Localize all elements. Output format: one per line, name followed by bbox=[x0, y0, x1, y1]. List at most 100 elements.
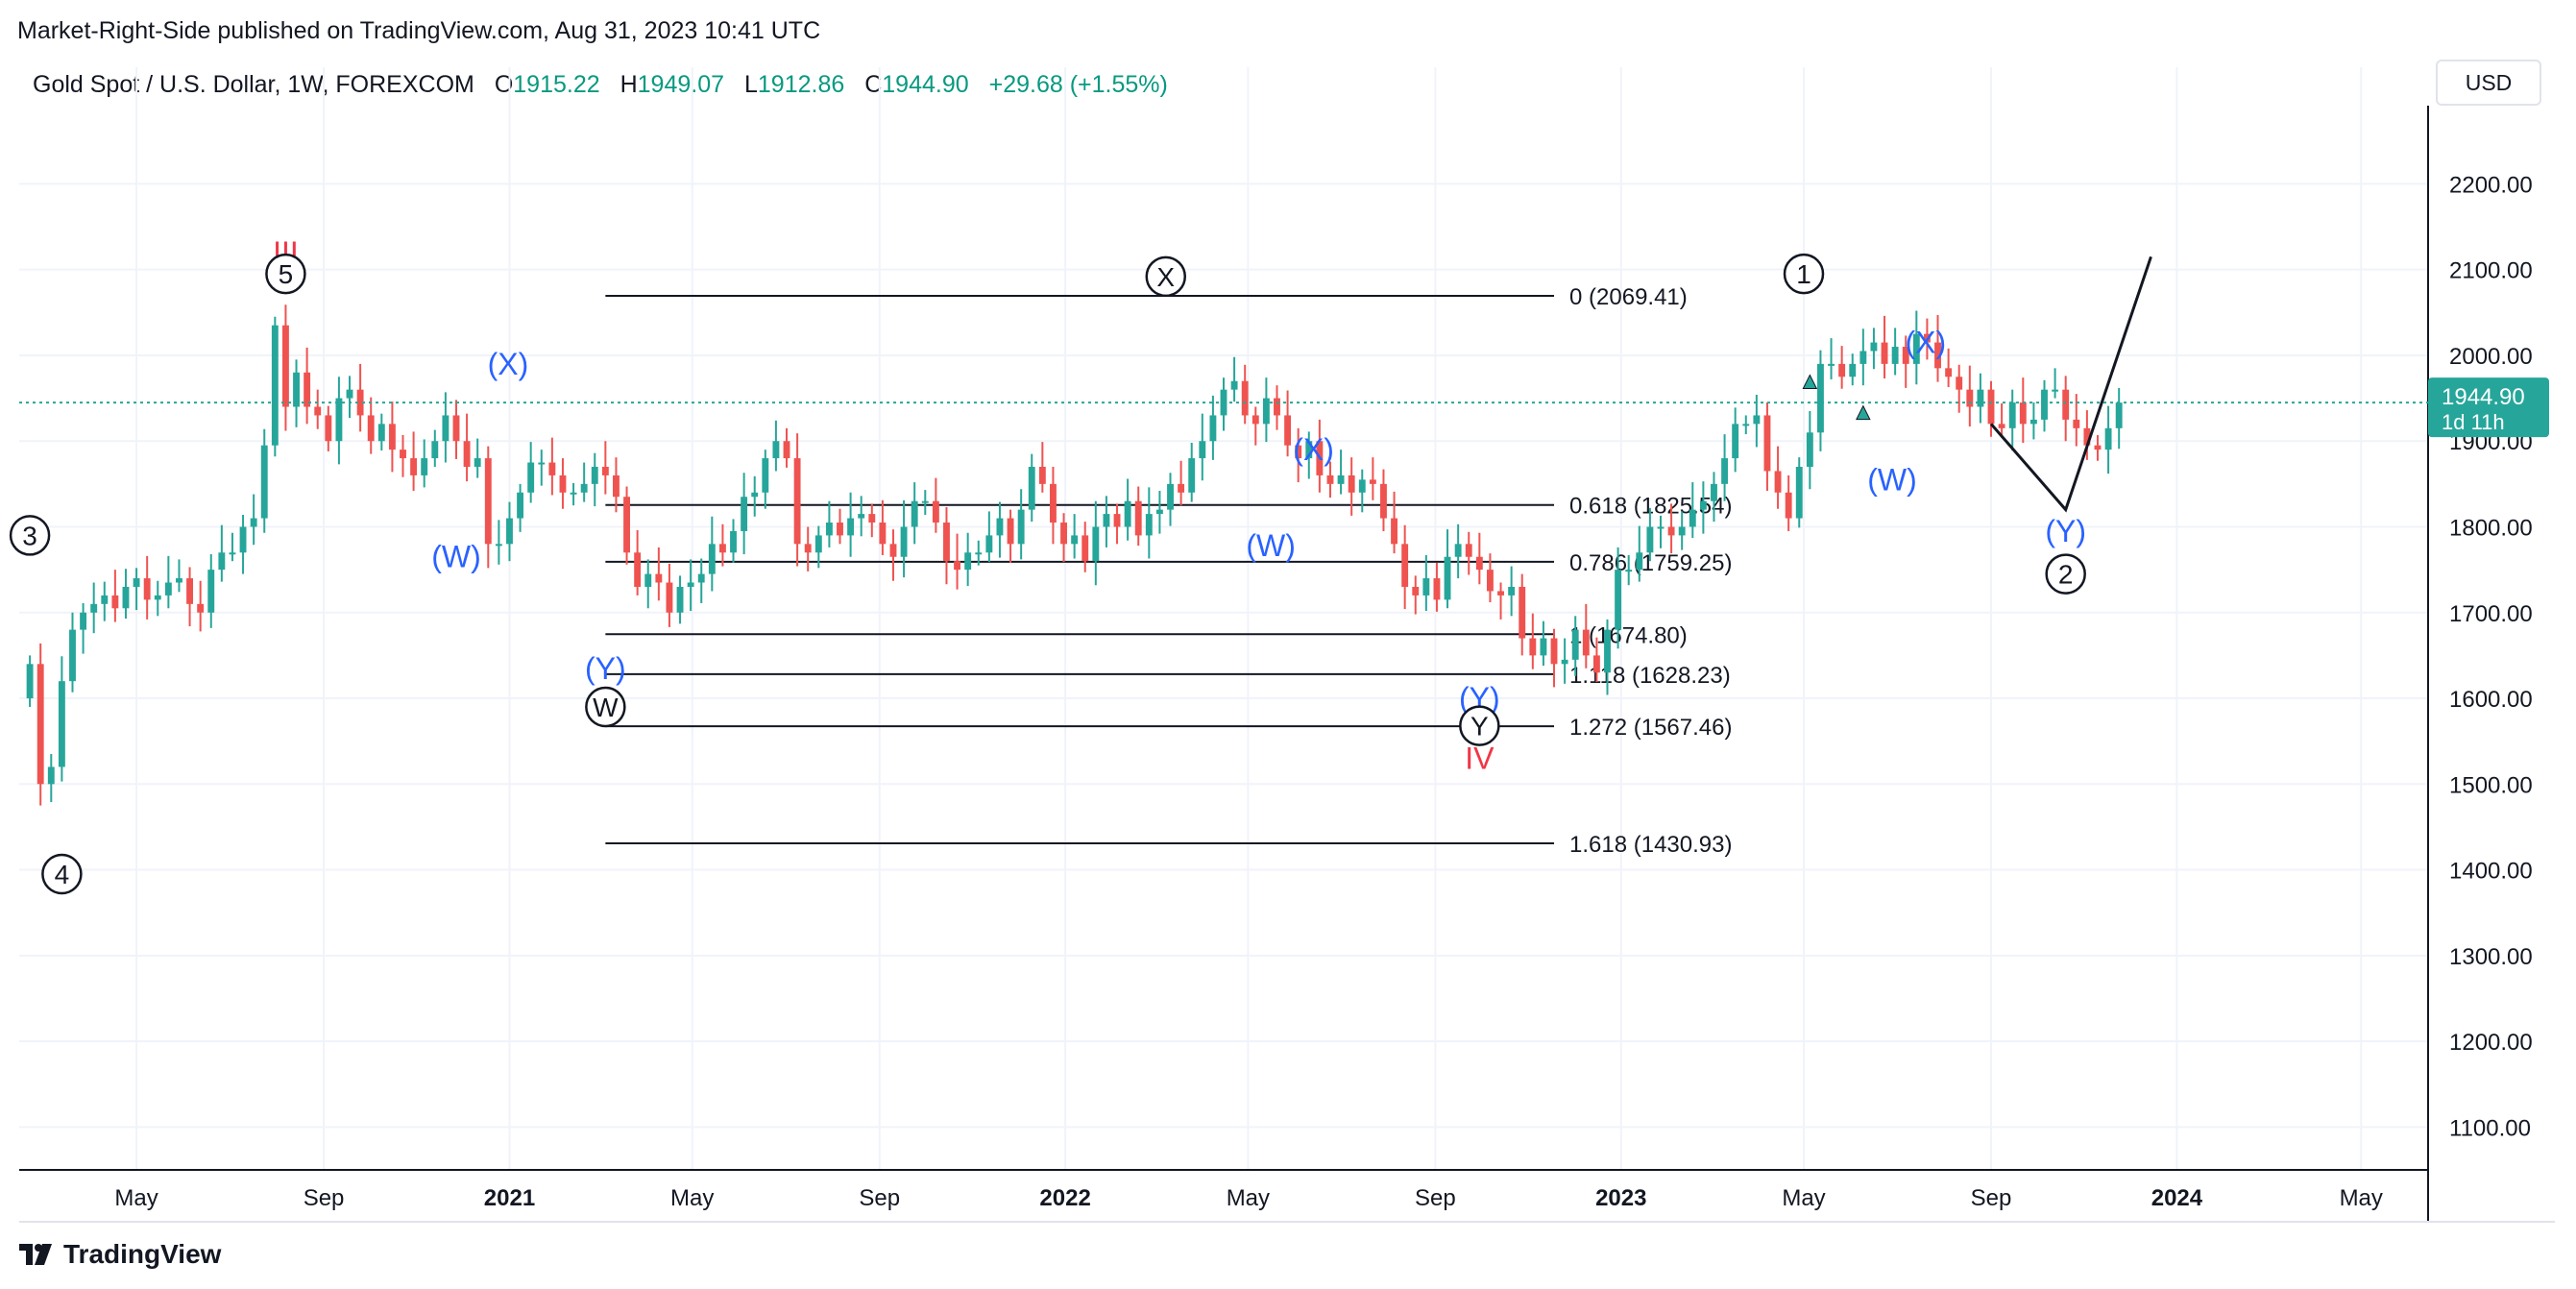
time-tick-label: Sep bbox=[304, 1185, 345, 1211]
candle-body bbox=[281, 325, 289, 407]
candle-body bbox=[1295, 445, 1302, 459]
candle-body bbox=[356, 389, 364, 416]
candle-body bbox=[377, 424, 385, 442]
candle-body bbox=[176, 578, 182, 583]
candle-body bbox=[335, 398, 343, 442]
candle-body bbox=[996, 518, 1004, 536]
candle-body bbox=[1902, 347, 1909, 364]
wave-label-blue: (X) bbox=[488, 347, 529, 381]
candle-body bbox=[58, 681, 65, 767]
wave-label-blue: (W) bbox=[431, 540, 481, 574]
fib-level-label: 1.272 (1567.46) bbox=[1569, 715, 1732, 741]
candle-body bbox=[1081, 535, 1089, 562]
candle-body bbox=[250, 518, 257, 527]
candle-body bbox=[1497, 591, 1504, 596]
wave-label-blue: (X) bbox=[1906, 326, 1947, 360]
published-caption: Market-Right-Side published on TradingVi… bbox=[17, 17, 821, 44]
candle-body bbox=[229, 552, 236, 555]
signal-marker bbox=[1856, 404, 1871, 421]
time-axis-labels: May Sep 2021 May Sep 2022 May Sep 2023 May Sep 2024… bbox=[114, 1185, 2383, 1211]
wave-label-circled: 2 bbox=[2058, 560, 2074, 590]
candle-body bbox=[2008, 402, 2016, 428]
candle-body bbox=[1028, 467, 1035, 510]
candle-body bbox=[1636, 552, 1643, 571]
candle-body bbox=[847, 518, 855, 536]
candle-body bbox=[762, 458, 769, 493]
candle-body bbox=[410, 458, 418, 475]
tradingview-logo[interactable]: TradingView bbox=[19, 1239, 221, 1270]
candle-body bbox=[1380, 483, 1387, 519]
candle-body bbox=[1540, 638, 1547, 656]
candle-body bbox=[1337, 474, 1345, 484]
candle-body bbox=[1625, 570, 1633, 572]
candle-body bbox=[1795, 467, 1803, 519]
close-label: C bbox=[864, 71, 883, 98]
candle-body bbox=[858, 514, 865, 519]
candle-body bbox=[1209, 415, 1217, 442]
candle-body bbox=[911, 500, 918, 527]
candle-body bbox=[837, 523, 843, 536]
candle-body bbox=[1007, 518, 1014, 545]
candle-body bbox=[697, 573, 705, 583]
candle-body bbox=[1422, 578, 1430, 596]
candle-body bbox=[634, 552, 642, 587]
candle-body bbox=[1711, 483, 1717, 501]
wave-label-blue: (X) bbox=[1293, 432, 1334, 467]
wave-circle bbox=[265, 253, 306, 295]
candle-body bbox=[1945, 368, 1953, 377]
price-tick-label: 1200.00 bbox=[2449, 1030, 2533, 1056]
candle-body bbox=[1657, 526, 1665, 529]
wave-label-blue: (W) bbox=[1246, 528, 1296, 563]
time-tick-label: May bbox=[670, 1185, 714, 1211]
candle-body bbox=[1454, 544, 1462, 557]
signal-marker bbox=[1802, 374, 1818, 390]
high-label: H bbox=[620, 71, 638, 98]
candle-body bbox=[1891, 347, 1899, 364]
candle-body bbox=[1646, 526, 1654, 553]
low-label: L bbox=[743, 71, 758, 98]
candle-body bbox=[644, 573, 652, 587]
candle-body bbox=[932, 500, 939, 523]
candle-body bbox=[570, 492, 577, 495]
candle-body bbox=[751, 492, 759, 498]
candle-body bbox=[1241, 380, 1249, 416]
candle-body bbox=[623, 497, 630, 553]
candle-body bbox=[2104, 427, 2112, 450]
candle-body bbox=[1828, 363, 1835, 366]
candle-body bbox=[772, 441, 780, 459]
candle-body bbox=[804, 544, 812, 553]
candle-body bbox=[1667, 526, 1675, 536]
bar-countdown: 1d 11h bbox=[2442, 410, 2505, 434]
candle-body bbox=[1689, 509, 1696, 527]
change-value: +29.68 (+1.55%) bbox=[988, 71, 1168, 98]
close-value: 1944.90 bbox=[882, 71, 969, 98]
candle-body bbox=[154, 595, 161, 600]
wave-label-blue: (Y) bbox=[585, 651, 626, 686]
candle-body bbox=[1167, 483, 1174, 510]
candle-body bbox=[1699, 500, 1707, 510]
candle-body bbox=[1401, 544, 1409, 587]
candle-body bbox=[1017, 509, 1025, 545]
candle-body bbox=[1849, 363, 1857, 377]
candle-body bbox=[825, 523, 833, 536]
candle-body bbox=[2052, 389, 2059, 392]
candle-body bbox=[90, 603, 98, 613]
wave-label-blue: (Y) bbox=[2045, 514, 2086, 548]
time-tick-label: Sep bbox=[859, 1185, 900, 1211]
candle-body bbox=[1444, 556, 1451, 600]
candle-body bbox=[527, 462, 535, 493]
open-value: 1915.22 bbox=[513, 71, 600, 98]
time-tick-label: 2021 bbox=[484, 1185, 535, 1211]
price-tick-label: 1300.00 bbox=[2449, 944, 2533, 970]
last-price-tag bbox=[2428, 377, 2549, 438]
tradingview-wordmark: TradingView bbox=[63, 1239, 222, 1269]
candle-body bbox=[1199, 441, 1206, 459]
candle-body bbox=[1188, 458, 1196, 493]
projection-line bbox=[1989, 255, 2152, 513]
candle-body bbox=[143, 578, 151, 600]
candle-body bbox=[1103, 514, 1110, 527]
candle-body bbox=[1742, 424, 1750, 426]
wave-label-circled: 3 bbox=[22, 521, 37, 550]
currency-button[interactable]: USD bbox=[2436, 60, 2541, 106]
